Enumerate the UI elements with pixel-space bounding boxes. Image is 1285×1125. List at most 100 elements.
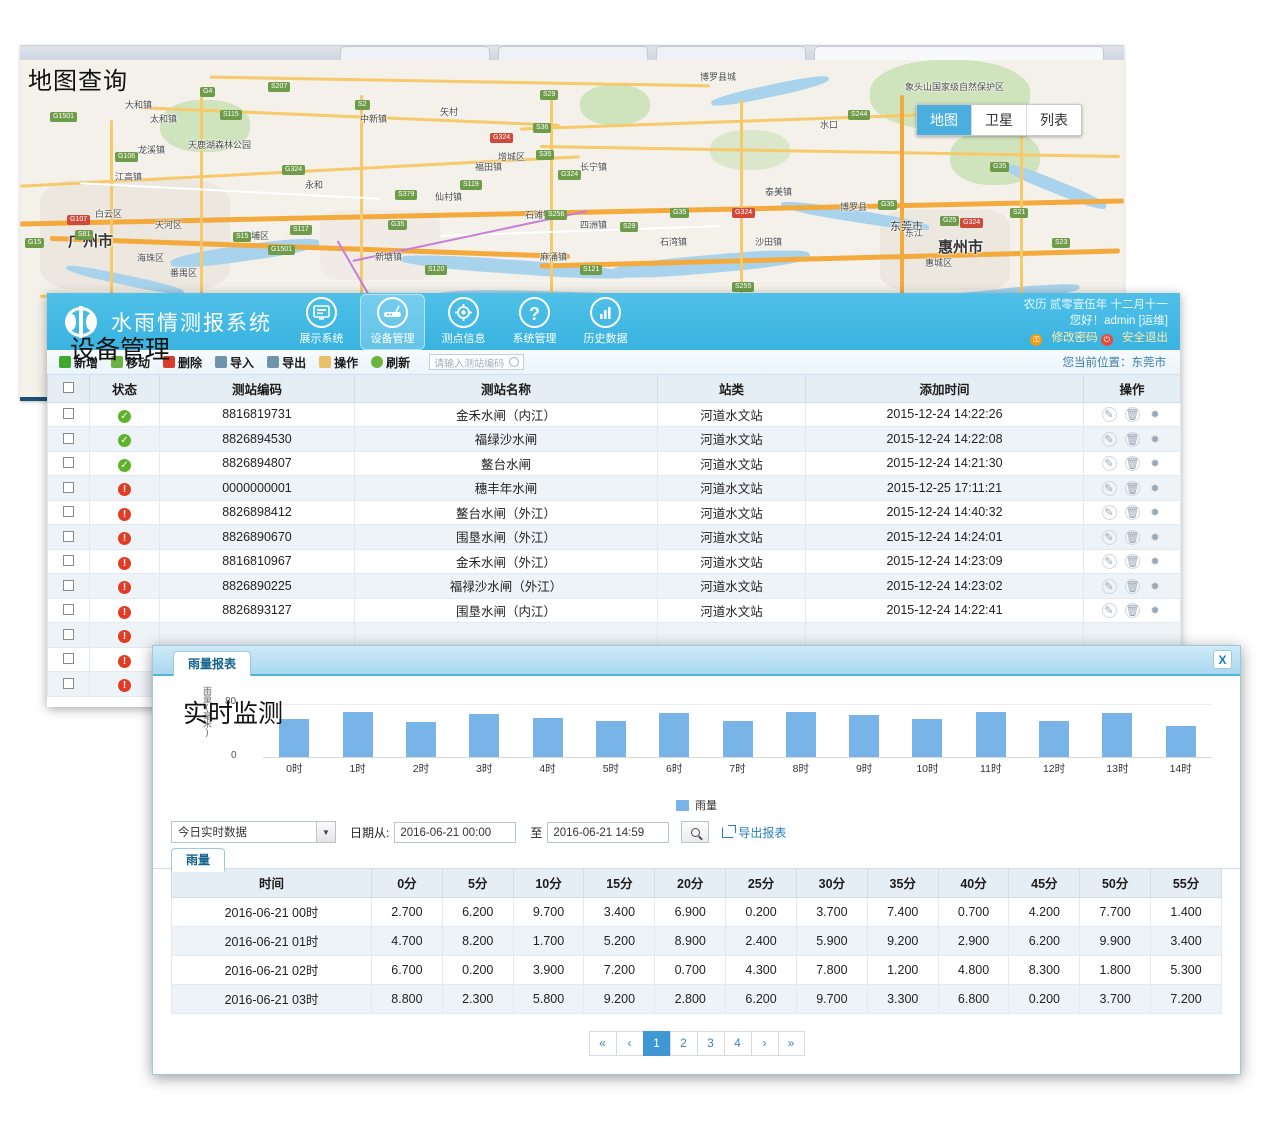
settings-icon[interactable]: ✹ [1150, 409, 1160, 422]
delete-icon[interactable]: 🗑 [1124, 578, 1140, 594]
select-all-checkbox[interactable] [63, 382, 74, 394]
nav-item-device-management[interactable]: 设备管理 [360, 293, 425, 350]
change-password-link[interactable]: 修改密码 [1051, 332, 1098, 344]
row-checkbox[interactable] [63, 555, 74, 567]
rainfall-report-modal[interactable]: 雨量报表 X 雨量(毫米) 80 0 0时 1时 2时 3时 4时 5时 6时 7时 8时 9时 1… [152, 645, 1241, 1075]
page-button-2[interactable]: 2 [669, 1030, 697, 1056]
table-row[interactable]: ! 8826898412 鳌台水闸（外江） 河道水文站 2015-12-24 14:40… [47, 500, 1181, 525]
row-checkbox[interactable] [63, 604, 74, 616]
toolbar-import-button[interactable]: 导入 [215, 354, 254, 371]
toolbar-operate-button[interactable]: 操作 [319, 354, 358, 371]
toolbar-delete-button[interactable]: 删除 [163, 354, 202, 371]
date-to-input[interactable]: 2016-06-21 14:59 [547, 821, 670, 843]
logout-link[interactable]: 安全退出 [1122, 332, 1168, 344]
row-checkbox[interactable] [63, 653, 74, 665]
nav-item-station-info[interactable]: 测点信息 [431, 294, 496, 350]
delete-icon[interactable]: 🗑 [1124, 431, 1140, 447]
settings-icon[interactable]: ✹ [1150, 531, 1160, 544]
delete-icon[interactable]: 🗑 [1124, 456, 1140, 472]
delete-icon[interactable]: 🗑 [1124, 407, 1140, 423]
row-checkbox[interactable] [63, 506, 74, 518]
edit-icon[interactable]: ✎ [1101, 456, 1117, 472]
close-icon[interactable]: X [1213, 650, 1232, 669]
edit-icon[interactable]: ✎ [1101, 529, 1117, 545]
table-row[interactable]: ! 8826893127 围垦水闸（内江） 河道水文站 2015-12-24 14:22… [47, 598, 1181, 623]
header-links[interactable]: ⚿ 修改密码 ⏻ 安全退出 [1024, 330, 1168, 346]
page-button-3[interactable]: 3 [696, 1030, 724, 1056]
row-checkbox[interactable] [63, 677, 74, 689]
table-row[interactable]: ! 8826890225 福禄沙水闸（外江） 河道水文站 2015-12-24 14:2… [47, 573, 1181, 599]
delete-icon[interactable]: 🗑 [1124, 554, 1140, 570]
export-report-button[interactable]: 导出报表 [722, 824, 786, 841]
edit-icon[interactable]: ✎ [1101, 480, 1117, 496]
row-checkbox[interactable] [63, 579, 74, 591]
map-type-list[interactable]: 列表 [1040, 112, 1068, 128]
sub-tab-rainfall[interactable]: 雨量 [171, 848, 226, 872]
date-from-input[interactable]: 2016-06-21 00:00 [394, 821, 517, 843]
settings-icon[interactable]: ✹ [1150, 605, 1160, 618]
map-type-satellite[interactable]: 卫星 [972, 105, 1027, 135]
pagination[interactable]: « ‹ 1 2 3 4 › » [153, 1030, 1240, 1056]
main-nav[interactable]: 展示系统 设备管理 测点信息 ? [289, 293, 638, 350]
delete-icon[interactable]: 🗑 [1124, 480, 1140, 496]
modal-tab-rainfall-report[interactable]: 雨量报表 [173, 651, 252, 676]
page-last-button[interactable]: » [777, 1030, 805, 1056]
page-first-button[interactable]: « [588, 1030, 616, 1056]
map-type-map[interactable]: 地图 [917, 105, 972, 135]
delete-icon[interactable]: 🗑 [1124, 603, 1140, 619]
table-row[interactable]: 2016-06-21 00时 2.700 6.200 9.700 3.400 6.900 0… [171, 896, 1222, 927]
edit-icon[interactable]: ✎ [1101, 554, 1117, 570]
table-row[interactable]: 2016-06-21 03时 8.800 2.300 5.800 9.200 2.800 6… [171, 983, 1222, 1014]
nav-item-history-data[interactable]: 历史数据 [573, 294, 638, 350]
row-checkbox[interactable] [63, 628, 74, 640]
edit-icon[interactable]: ✎ [1101, 578, 1117, 594]
data-range-select[interactable]: 今日实时数据 ▼ [171, 821, 336, 843]
edit-icon[interactable]: ✎ [1101, 603, 1117, 619]
table-row[interactable]: ! [47, 622, 1181, 648]
row-checkbox[interactable] [63, 457, 74, 469]
table-row[interactable]: 2016-06-21 02时 6.700 0.200 3.900 7.200 0.700 4… [171, 954, 1222, 985]
page-next-button[interactable]: › [750, 1030, 778, 1056]
table-row[interactable]: ! 8826890670 围垦水闸（外江） 河道水文站 2015-12-24 14:24… [47, 524, 1181, 550]
page-button-1[interactable]: 1 [642, 1030, 670, 1056]
delete-icon[interactable]: 🗑 [1124, 505, 1140, 521]
search-icon[interactable] [509, 357, 520, 367]
table-row[interactable]: ✓ 8816819731 金禾水闸（内江） 河道水文站 2015-12-24 14:22… [47, 402, 1181, 427]
toolbar-refresh-button[interactable]: 刷新 [371, 354, 410, 371]
map-type-control[interactable]: 地图 卫星 列表 [916, 104, 1082, 136]
settings-icon[interactable]: ✹ [1150, 433, 1160, 446]
row-checkbox[interactable] [63, 530, 74, 542]
browser-tab[interactable] [656, 46, 806, 60]
table-row[interactable]: ! 0000000001 穗丰年水闸 河道水文站 2015-12-25 17:11:21… [47, 475, 1181, 501]
table-row[interactable]: ✓ 8826894530 福绿沙水闸 河道水文站 2015-12-24 14:22:08… [47, 426, 1181, 452]
device-management-window[interactable]: 水雨情测报系统 展示系统 设备管理 [47, 293, 1181, 707]
table-row[interactable]: ✓ 8826894807 鳌台水闸 河道水文站 2015-12-24 14:21:30 ✎… [47, 451, 1181, 476]
page-button-4[interactable]: 4 [723, 1030, 751, 1056]
browser-tab-active[interactable] [814, 46, 1104, 60]
rainfall-data-table[interactable]: 时间 0分 5分 10分 15分 20分 25分 30分 35分 40分 45分 50分 55分 201… [171, 869, 1222, 1014]
delete-icon[interactable]: 🗑 [1124, 529, 1140, 545]
table-row[interactable]: ! 8816810967 金禾水闸（外江） 河道水文站 2015-12-24 14:23… [47, 549, 1181, 574]
report-sub-tab-bar[interactable]: 雨量 [153, 847, 1240, 872]
settings-icon[interactable]: ✹ [1150, 458, 1160, 471]
chevron-down-icon[interactable]: ▼ [316, 822, 335, 842]
toolbar-add-button[interactable]: 新增 [59, 354, 98, 371]
toolbar-move-button[interactable]: 移动 [111, 354, 150, 371]
row-checkbox[interactable] [63, 408, 74, 420]
toolbar-export-button[interactable]: 导出 [267, 354, 306, 371]
table-row[interactable]: 2016-06-21 01时 4.700 8.200 1.700 5.200 8.900 2… [171, 925, 1222, 956]
edit-icon[interactable]: ✎ [1101, 431, 1117, 447]
nav-item-system-management[interactable]: ? 系统管理 [502, 294, 567, 350]
browser-tab[interactable] [498, 46, 648, 60]
nav-item-display-system[interactable]: 展示系统 [289, 294, 354, 350]
row-checkbox[interactable] [63, 481, 74, 493]
browser-tab[interactable] [340, 46, 490, 60]
report-filter-row[interactable]: 今日实时数据 ▼ 日期从: 2016-06-21 00:00 至 2016-06… [153, 815, 1240, 847]
edit-icon[interactable]: ✎ [1101, 407, 1117, 423]
device-toolbar[interactable]: 新增 移动 删除 导入 导出 操作 [47, 350, 1180, 375]
settings-icon[interactable]: ✹ [1150, 580, 1160, 593]
page-prev-button[interactable]: ‹ [615, 1030, 643, 1056]
settings-icon[interactable]: ✹ [1150, 507, 1160, 520]
station-code-search-input[interactable]: 请输入测站编码 [429, 354, 525, 370]
settings-icon[interactable]: ✹ [1150, 482, 1160, 495]
